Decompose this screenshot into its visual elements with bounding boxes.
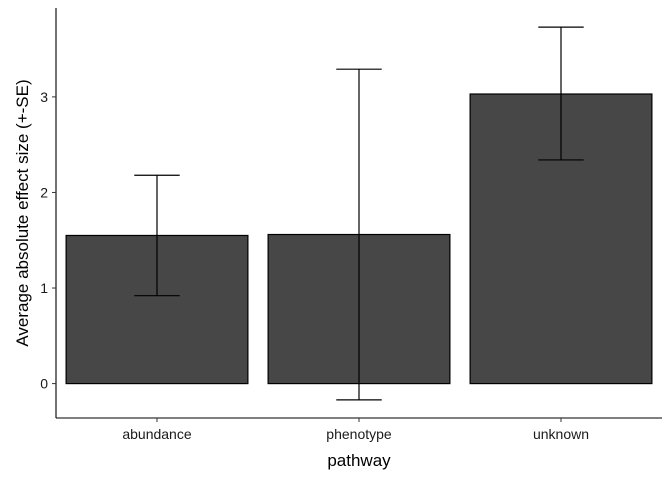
x-tick-label: phenotype: [326, 426, 392, 442]
x-tick-label: abundance: [122, 426, 192, 442]
y-tick-label: 1: [40, 280, 48, 296]
y-tick-label: 0: [40, 376, 48, 392]
y-tick-label: 2: [40, 184, 48, 200]
y-ticks-group: 0 1 2 3: [40, 89, 56, 392]
y-tick-label: 3: [40, 89, 48, 105]
x-tick-label: unknown: [533, 426, 589, 442]
error-bars-group: [134, 26, 584, 401]
x-ticks-group: abundance phenotype unknown: [122, 418, 589, 442]
x-axis-title: pathway: [327, 451, 391, 470]
y-axis-title: Average absolute effect size (+-SE): [13, 79, 32, 346]
